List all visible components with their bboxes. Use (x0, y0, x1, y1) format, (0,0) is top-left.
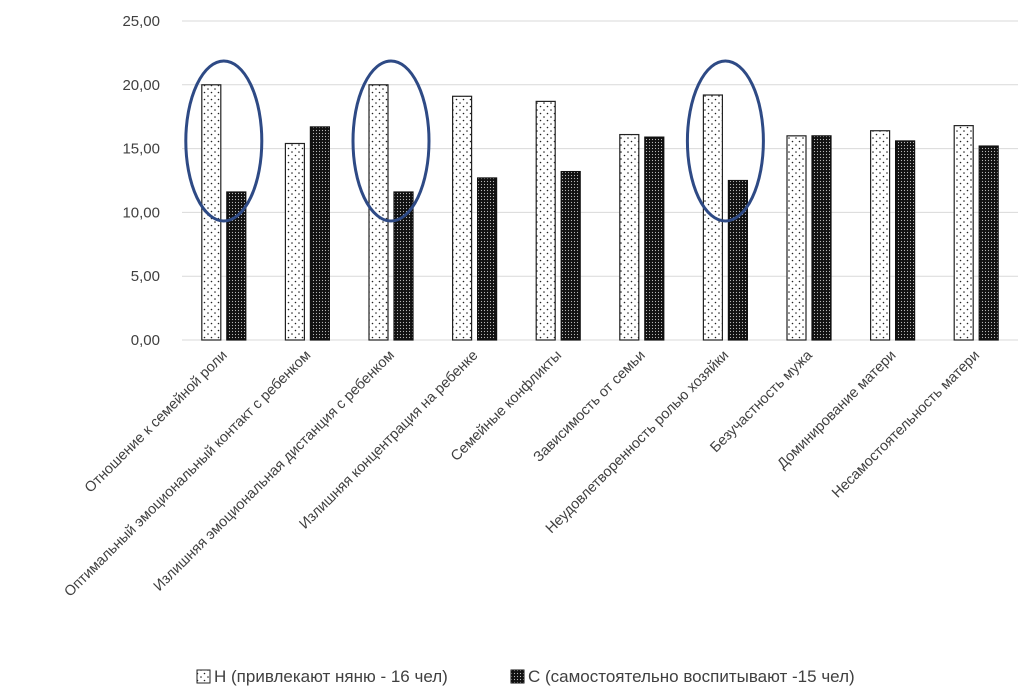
bar-series-1 (535, 100, 556, 341)
bar-series-2 (309, 126, 330, 341)
y-tick-label: 25,00 (122, 13, 160, 30)
bar-series-2 (644, 136, 665, 341)
bar-series-1 (201, 84, 222, 341)
bar-series-1 (368, 84, 389, 341)
legend-swatch-series-1 (196, 669, 211, 684)
bar-series-1 (953, 125, 974, 341)
bar-series-1 (869, 130, 891, 341)
x-category-label: Отношение к семейной роли (82, 348, 231, 497)
gridlines (182, 20, 1018, 341)
y-tick-label: 0,00 (131, 332, 160, 349)
x-category-label: Излишняя концентрация на ребенке (296, 348, 481, 533)
highlight-ellipse (685, 59, 765, 223)
bars (201, 84, 999, 341)
bar-series-1 (452, 95, 473, 341)
highlight-ellipse (184, 59, 264, 223)
y-tick-label: 15,00 (122, 141, 160, 158)
y-tick-label: 5,00 (131, 268, 160, 285)
legend-label-series-1: Н (привлекают няню - 16 чел) (214, 667, 448, 686)
bar-series-2 (393, 191, 414, 341)
bar-series-2 (560, 170, 581, 341)
bar-series-2 (894, 140, 916, 341)
legend-label-series-2: С (самостоятельно воспитывают -15 чел) (528, 667, 855, 686)
legend: Н (привлекают няню - 16 чел) С (самостоя… (196, 667, 855, 686)
y-axis-ticks: 0,00 5,00 10,00 15,00 20,00 25,00 (122, 13, 160, 349)
highlight-ellipse (351, 59, 431, 223)
bar-series-1 (619, 133, 640, 341)
bar-series-1 (284, 142, 305, 341)
y-tick-label: 10,00 (122, 204, 160, 221)
bar-series-2 (811, 135, 832, 341)
bar-series-1 (786, 135, 807, 341)
bar-series-2 (477, 177, 498, 341)
bar-series-2 (978, 145, 999, 341)
x-category-label: Несамостоятельность матери (829, 348, 983, 502)
y-tick-label: 20,00 (122, 77, 160, 94)
bar-series-2 (727, 179, 749, 341)
highlight-ellipses (184, 59, 765, 223)
x-category-label: Неудовлетворенность ролью хозяйки (543, 348, 732, 537)
legend-swatch-series-2 (510, 669, 525, 684)
bar-series-2 (226, 191, 247, 341)
